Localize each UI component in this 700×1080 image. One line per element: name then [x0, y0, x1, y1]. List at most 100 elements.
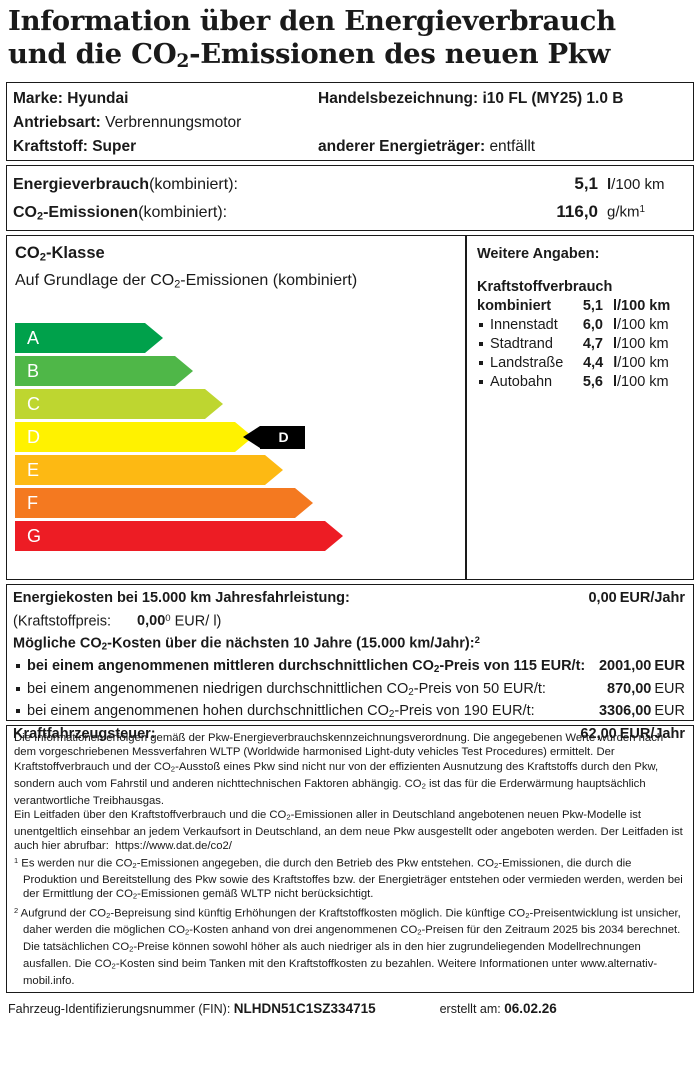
bullet-icon: [479, 361, 483, 366]
fuel-price-unit: EUR/: [174, 612, 210, 629]
co2-class-row-e: E: [15, 455, 455, 486]
fuel-row-value: 4,4: [583, 355, 604, 372]
co2-subscript: 2: [174, 277, 181, 290]
co2-subscript: 2: [388, 709, 395, 721]
fuel-price-superscript: 0: [165, 612, 171, 624]
unit-gram-per-km: g/km: [607, 203, 640, 221]
fuel-row-unit: l/100 km: [613, 336, 669, 353]
co2-subscript: 2: [494, 860, 499, 870]
co2-subscript: 2: [433, 664, 440, 676]
bar-arrow-tip: [325, 521, 343, 552]
scenario-amount: 2001,00: [598, 657, 652, 674]
energy-costs-row: Energiekosten bei 15.000 km Jahresfahrle…: [13, 589, 685, 609]
legal-footnote-2: 2 Aufgrund der CO2-Bepreisung sind künft…: [14, 906, 681, 988]
co2-cost-scenarios: bei einem angenommenen mittleren durchsc…: [13, 657, 685, 725]
fuel-row-label: Autobahn: [477, 373, 563, 392]
fuel-consumption-list: kombiniert 5,1 l/100 km Innenstadt 6,0 l/100 …: [477, 297, 689, 392]
antriebsart-label: Antriebsart:: [13, 114, 101, 132]
co2-class-bar-e: E: [15, 455, 455, 486]
scenario-amount-unit: EUR: [654, 680, 685, 697]
co2-subscript: 2: [525, 911, 530, 921]
co2-class-row-b: B: [15, 356, 455, 387]
legal-notice-panel: Die Informationen erfolgen gemäß der Pkw…: [6, 725, 694, 994]
fuel-consumption-heading: Kraftstoffverbrauch: [477, 279, 613, 296]
scenario-description: bei einem angenommenen niedrigen durchsc…: [13, 680, 546, 703]
bar-body: [15, 323, 145, 354]
fin-label: Fahrzeug-Identifizierungsnummer (FIN):: [8, 1002, 231, 1017]
anderer-energietraeger-value: entfällt: [489, 138, 536, 156]
consumption-panel: Energieverbrauch (kombiniert): 5,1 l/100…: [6, 165, 694, 232]
co2-emissions-row: CO2-Emissionen (kombiniert): 116,0 g/km1: [13, 197, 685, 223]
co2-class-bar-c: C: [15, 389, 455, 420]
co2-subscript: 2: [132, 860, 137, 870]
kraftstoff-value: Super: [92, 138, 137, 156]
energy-consumption-value: 5,1: [574, 174, 598, 194]
fuel-row-label: Stadtrand: [477, 335, 563, 354]
co2-class-letter-d: D: [27, 427, 40, 448]
scenario-description: bei einem angenommenen hohen durchschnit…: [13, 702, 535, 725]
co2-class-row-a: A: [15, 323, 455, 354]
fuel-consumption-row-innenstadt: Innenstadt 6,0 l/100 km: [477, 316, 689, 335]
co2-class-subtitle: Auf Grundlage der CO2-Emissionen (kombin…: [15, 271, 358, 290]
co2-class-row-g: G: [15, 521, 455, 552]
costs-panel: Energiekosten bei 15.000 km Jahresfahrle…: [6, 584, 694, 742]
co2-emissions-label: CO2-Emissionen: [13, 203, 139, 222]
scenario-amount: 3306,00: [598, 703, 652, 720]
fuel-row-value: 5,1: [582, 298, 603, 315]
further-details-area: Weitere Angaben: Kraftstoffverbrauch kom…: [467, 236, 693, 579]
fuel-price-value: 0,00: [137, 612, 166, 629]
bar-body: [15, 521, 325, 552]
co2-subscript: 2: [39, 251, 46, 264]
dat-guide-link[interactable]: https://www.dat.de/co2/: [115, 840, 232, 853]
antriebsart-value: Verbrennungsmotor: [105, 114, 242, 132]
co2-subscript: 2: [185, 928, 190, 938]
fuel-row-label: kombiniert: [477, 298, 552, 315]
co2-class-letter-b: B: [27, 361, 40, 382]
co2-costs-heading: Mögliche CO2-Kosten über die nächsten 10…: [13, 634, 480, 653]
co2-class-bar-d: D: [15, 422, 455, 453]
co2-class-bar-b: B: [15, 356, 455, 387]
co2-class-bar-g: G: [15, 521, 455, 552]
bullet-icon: [16, 686, 20, 691]
bullet-icon: [16, 663, 20, 668]
fuel-consumption-row-stadtrand: Stadtrand 4,7 l/100 km: [477, 335, 689, 354]
footnote-ref-1: 1: [639, 204, 646, 216]
vehicle-tax-unit: EUR/Jahr: [619, 725, 685, 742]
scenario-amount-unit: EUR: [654, 703, 685, 720]
co2-class-panel: CO2-Klasse Auf Grundlage der CO2-Emissio…: [6, 235, 694, 581]
bar-arrow-tip: [265, 455, 283, 486]
bar-arrow-tip: [205, 389, 223, 420]
bar-arrow-tip: [175, 356, 193, 387]
handelsbezeichnung-value: i10 FL (MY25) 1.0 B: [482, 90, 624, 108]
vehicle-row-kraftstoff: Kraftstoff: Super anderer Energieträger:…: [13, 135, 687, 159]
marke-value: Hyundai: [67, 90, 129, 108]
co2-subscript: 2: [106, 911, 111, 921]
co2-class-letter-c: C: [27, 394, 40, 415]
co2-emissions-unit: g/km1: [598, 197, 685, 225]
bar-arrow-tip: [295, 488, 313, 519]
bullet-icon: [479, 323, 483, 328]
bullet-icon: [479, 380, 483, 385]
footnote-ref-2: 2: [474, 634, 480, 646]
scenario-amount-unit: EUR: [654, 657, 685, 674]
co2-class-marker: D: [243, 425, 305, 449]
further-details-heading: Weitere Angaben:: [477, 246, 600, 263]
co2-cost-scenario-row: bei einem angenommenen hohen durchschnit…: [13, 702, 685, 725]
co2-class-letter-e: E: [27, 460, 40, 481]
energy-costs-label: Energiekosten bei 15.000 km Jahresfahrle…: [13, 590, 350, 607]
anderer-energietraeger-group: anderer Energieträger: entfällt: [318, 135, 535, 159]
co2-subscript: 2: [132, 891, 138, 901]
unit-per100km: /100 km: [611, 176, 665, 194]
document-footer: Fahrzeug-Identifizierungsnummer (FIN): N…: [6, 1000, 694, 1018]
footnote-marker-2: 2: [14, 906, 19, 916]
footnote-marker-1: 1: [14, 855, 19, 865]
co2-subscript: 2: [129, 945, 134, 955]
legal-paragraph-2: Ein Leitfaden über den Kraftstoffverbrau…: [14, 808, 683, 853]
bullet-icon: [16, 709, 20, 714]
co2-subscript: 2: [111, 962, 116, 972]
energy-costs-unit: EUR/Jahr: [619, 590, 685, 607]
fuel-price-label: (Kraftstoffpreis:: [13, 612, 112, 629]
